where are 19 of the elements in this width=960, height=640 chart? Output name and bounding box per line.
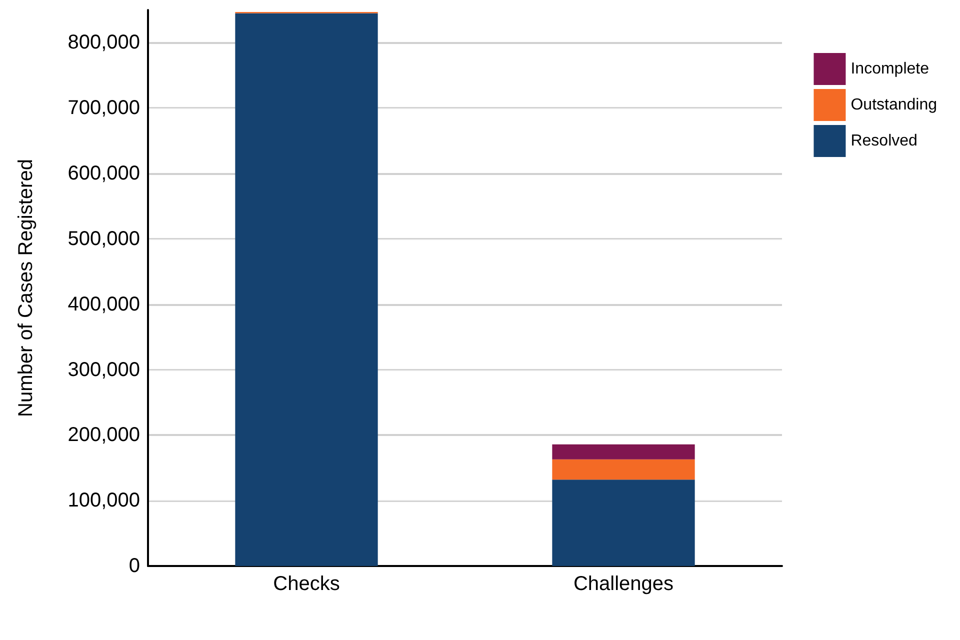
x-tick-label: Challenges — [573, 573, 674, 595]
bar — [552, 444, 695, 460]
bar — [552, 459, 695, 480]
y-tick-label: 800,000 — [68, 32, 140, 54]
y-tick-label: 600,000 — [68, 162, 140, 185]
x-tick-label: Checks — [273, 573, 340, 595]
y-tick-label: 400,000 — [68, 293, 140, 316]
y-tick-label: 100,000 — [68, 490, 140, 512]
y-tick-label: 300,000 — [68, 358, 140, 381]
y-tick-label: 700,000 — [68, 97, 140, 120]
legend-label: Outstanding — [850, 96, 937, 114]
bar — [552, 480, 695, 566]
y-tick-label: 500,000 — [68, 228, 140, 250]
bar — [235, 13, 378, 566]
y-tick-label: 0 — [128, 555, 140, 577]
y-tick-label: 200,000 — [68, 424, 140, 446]
legend-label: Resolved — [850, 132, 918, 150]
legend-label: Incomplete — [850, 60, 930, 78]
y-axis-title: Number of Cases Registered — [15, 159, 37, 417]
